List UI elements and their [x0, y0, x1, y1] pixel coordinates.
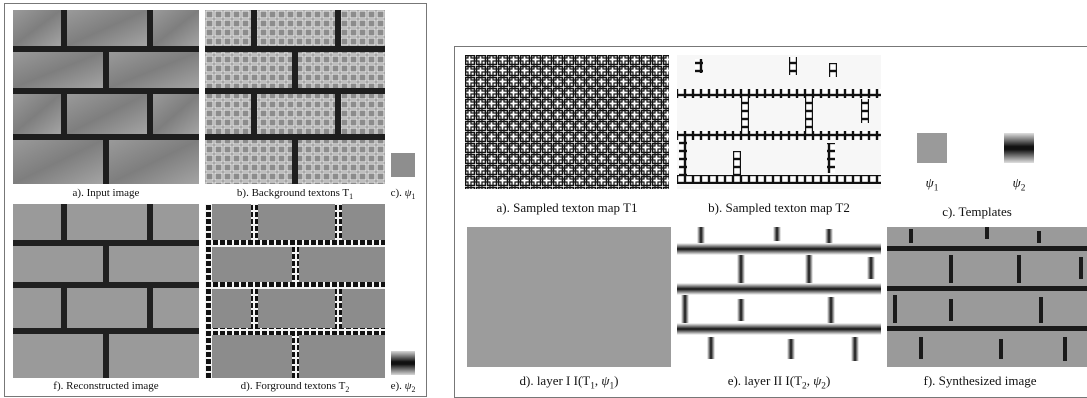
caption-psi1: c). ψ1 [390, 187, 416, 202]
input-image [13, 10, 199, 184]
caption-psi2: e). ψ2 [390, 380, 416, 395]
reconstructed-image [13, 204, 199, 378]
caption-background-textons: b). Background textons T1 [236, 187, 354, 202]
caption-foreground-textons: d). Forground textons T2 [240, 380, 350, 395]
synthesized-image [887, 227, 1087, 367]
caption-layer-one: d). layer I I(T1, ψ1) [519, 373, 619, 392]
caption-reconstructed-image: f). Reconstructed image [53, 380, 159, 392]
caption-templates: c). Templates [942, 204, 1012, 219]
label-psi2: ψ2 [1012, 175, 1026, 194]
sampled-texton-map-t2 [677, 55, 881, 189]
caption-layer-two: e). layer II I(T2, ψ2) [727, 373, 831, 392]
caption-synthesized-image: f). Synthesized image [923, 373, 1037, 388]
label-psi1: ψ1 [925, 175, 939, 194]
caption-sampled-t1: a). Sampled texton map T1 [496, 200, 638, 215]
template-psi1-swatch [917, 133, 947, 163]
layer-one-image [467, 227, 671, 367]
psi1-template-swatch [391, 153, 415, 177]
layer-two-image [677, 227, 881, 367]
foreground-textons-image [205, 204, 385, 378]
psi2-template-swatch [391, 351, 415, 375]
left-figure-panel: a). Input image b). Background textons T… [4, 3, 427, 397]
caption-sampled-t2: b). Sampled texton map T2 [708, 200, 850, 215]
caption-input-image: a). Input image [72, 187, 140, 199]
right-figure-panel: ψ1 ψ2 a). Sampled texton map T1 b). Samp… [454, 46, 1087, 398]
background-textons-image [205, 10, 385, 184]
sampled-texton-map-t1 [465, 55, 669, 189]
template-psi2-swatch [1004, 133, 1034, 163]
